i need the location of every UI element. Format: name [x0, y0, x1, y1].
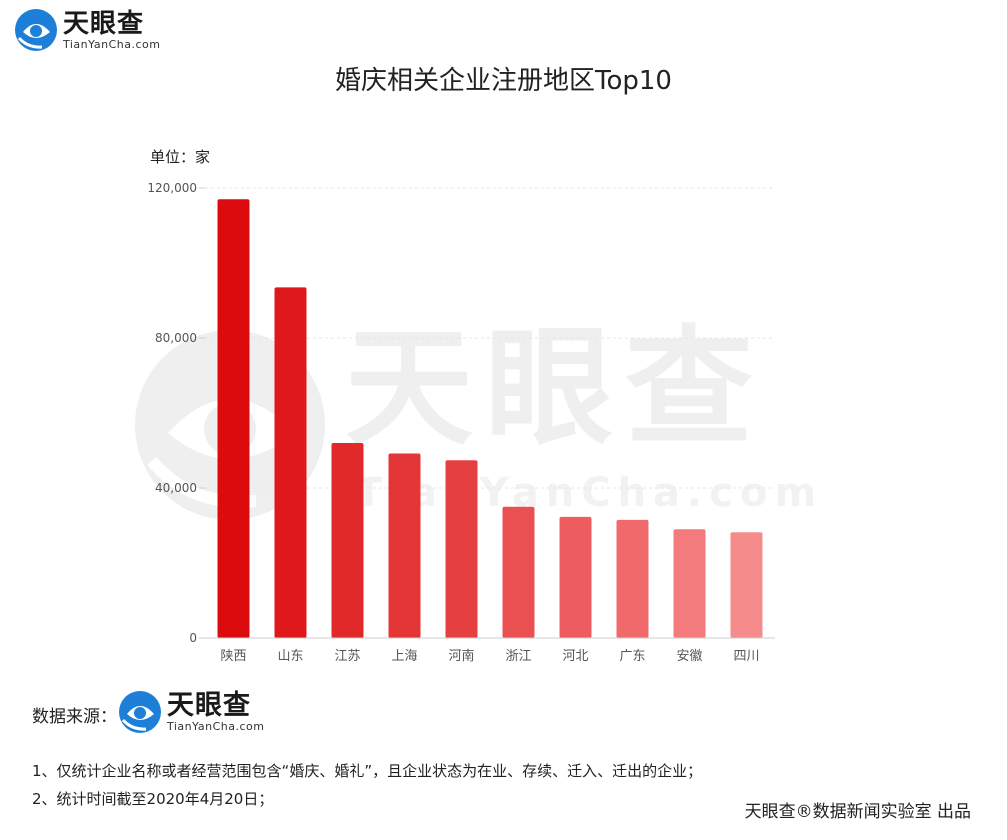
bar	[730, 532, 763, 638]
x-tick-label: 浙江	[505, 649, 531, 664]
bar	[673, 529, 706, 638]
x-tick-label: 河南	[448, 648, 474, 664]
brand-name-en: TianYanCha.com	[63, 37, 161, 51]
bar	[388, 453, 421, 638]
brand-logo: 天眼查 TianYanCha.com	[14, 8, 160, 52]
credit-line: 天眼查®数据新闻实验室 出品	[744, 802, 971, 822]
y-tick-label: 40,000	[155, 481, 197, 495]
bar	[559, 516, 592, 638]
footnote-2: 2、统计时间截至2020年4月20日；	[32, 790, 274, 808]
bar	[274, 287, 307, 638]
y-tick-label: 120,000	[147, 181, 197, 195]
y-axis: 0 40,000 80,000 120,000	[147, 181, 205, 645]
source-brand-name-cn: 天眼查	[167, 690, 251, 721]
tianyancha-eye-icon	[15, 9, 57, 51]
brand-name-cn: 天眼查	[63, 8, 145, 39]
footnote-1: 1、仅统计企业名称或者经营范围包含“婚庆、婚礼”，且企业状态为在业、存续、迁入、…	[32, 762, 703, 780]
bar	[331, 443, 364, 638]
chart-title: 婚庆相关企业注册地区Top10	[335, 66, 672, 96]
x-axis: 陕西 山东 江苏 上海 河南 浙江 河北 广东 安徽 四川	[205, 637, 775, 664]
bar	[616, 519, 649, 638]
bars	[217, 199, 763, 638]
y-tick-label: 0	[189, 631, 197, 645]
data-source-label: 数据来源：	[32, 707, 117, 727]
x-tick-label: 山东	[277, 649, 303, 664]
x-tick-label: 安徽	[676, 649, 702, 664]
source-brand-name-en: TianYanCha.com	[167, 720, 265, 733]
x-tick-label: 陕西	[220, 649, 246, 664]
grid-lines	[205, 187, 775, 489]
x-tick-label: 广东	[619, 649, 645, 664]
x-tick-label: 上海	[391, 649, 417, 664]
x-tick-label: 四川	[733, 649, 759, 664]
bar	[445, 460, 478, 638]
bar	[502, 506, 535, 638]
x-tick-label: 河北	[562, 649, 588, 664]
tianyancha-eye-icon	[119, 691, 161, 733]
unit-label: 单位：家	[150, 148, 211, 166]
y-tick-label: 80,000	[155, 331, 197, 345]
source-logo: 天眼查 TianYanCha.com	[118, 690, 264, 734]
bar-chart: 0 40,000 80,000 120,000 陕西 山东 江苏 上海 河南 浙江 河北 广东 安徽 四…	[147, 181, 775, 664]
bar	[217, 199, 250, 638]
x-tick-label: 江苏	[334, 648, 360, 664]
